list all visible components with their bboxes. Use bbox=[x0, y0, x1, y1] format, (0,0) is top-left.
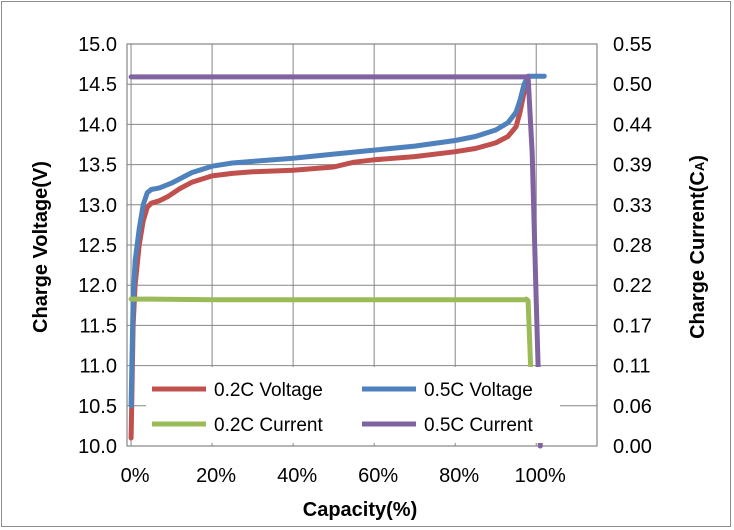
left-axis-ticks: 10.0 10.5 11.0 11.5 12.0 12.5 13.0 13.5 14.0 14.5… bbox=[78, 34, 117, 458]
right-axis-title: Charge Current(CA) bbox=[687, 155, 709, 339]
right-axis-title-close: ) bbox=[687, 155, 709, 162]
series-line-0 bbox=[128, 73, 531, 441]
left-tick-label: 13.5 bbox=[78, 155, 117, 177]
x-tick-label: 60% bbox=[358, 465, 398, 487]
left-tick-label: 14.0 bbox=[78, 114, 117, 136]
left-tick-label: 11.5 bbox=[80, 315, 117, 337]
right-tick-label: 0.33 bbox=[613, 195, 652, 217]
right-tick-label: 0.00 bbox=[613, 436, 652, 458]
left-tick-label: 14.5 bbox=[78, 74, 117, 96]
right-axis-ticks: 0.00 0.06 0.11 0.17 0.22 0.28 0.33 0.39 0.44 0.50… bbox=[613, 34, 652, 458]
legend-label: 0.5C Current bbox=[424, 415, 533, 436]
right-axis-title-main: Charge Current(C bbox=[687, 171, 709, 339]
x-axis-title: Capacity(%) bbox=[303, 499, 417, 521]
right-tick-label: 0.50 bbox=[613, 74, 652, 96]
x-tick-label: 80% bbox=[439, 465, 479, 487]
series-line-3 bbox=[128, 74, 543, 449]
left-tick-label: 10.0 bbox=[78, 436, 117, 458]
left-axis-title: Charge Voltage(V) bbox=[30, 161, 52, 333]
x-tick-label: 20% bbox=[196, 465, 236, 487]
right-tick-label: 0.22 bbox=[613, 275, 652, 297]
right-tick-label: 0.44 bbox=[613, 114, 652, 136]
legend-label: 0.2C Current bbox=[214, 415, 323, 436]
left-tick-label: 10.5 bbox=[78, 396, 117, 418]
right-axis-title-sub: A bbox=[692, 161, 707, 171]
right-tick-label: 0.11 bbox=[613, 356, 650, 378]
legend-box bbox=[146, 367, 560, 443]
right-tick-label: 0.55 bbox=[613, 34, 652, 56]
left-tick-label: 12.0 bbox=[78, 275, 117, 297]
x-tick-label: 0% bbox=[121, 465, 150, 487]
left-tick-label: 13.0 bbox=[78, 195, 117, 217]
right-tick-label: 0.17 bbox=[613, 315, 652, 337]
series-line-1 bbox=[128, 73, 547, 409]
legend: 0.2C Voltage 0.5C Voltage 0.2C Current 0.5C… bbox=[146, 367, 560, 443]
series-line-2 bbox=[128, 296, 534, 369]
left-tick-label: 12.5 bbox=[78, 235, 117, 257]
series-lines bbox=[128, 73, 547, 449]
legend-label: 0.5C Voltage bbox=[424, 380, 533, 401]
x-tick-label: 40% bbox=[277, 465, 317, 487]
x-axis-ticks: 0% 20% 40% 60% 80% 100% bbox=[121, 465, 566, 487]
right-tick-label: 0.28 bbox=[613, 235, 652, 257]
left-tick-label: 15.0 bbox=[78, 34, 117, 56]
plot-area bbox=[126, 43, 598, 447]
right-tick-label: 0.39 bbox=[613, 155, 652, 177]
legend-label: 0.2C Voltage bbox=[214, 380, 323, 401]
x-tick-label: 100% bbox=[515, 465, 566, 487]
left-tick-label: 11.0 bbox=[80, 356, 117, 378]
right-tick-label: 0.06 bbox=[613, 396, 652, 418]
